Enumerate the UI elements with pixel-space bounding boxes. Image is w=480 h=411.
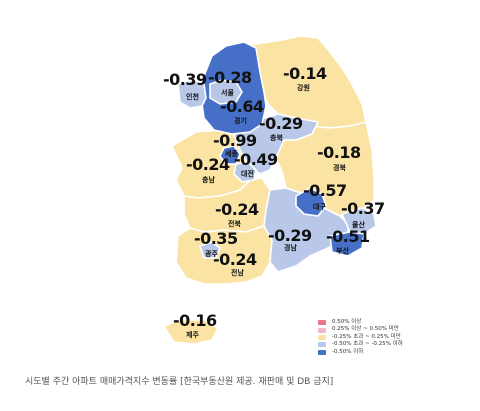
- name-busan: 부산: [336, 247, 349, 255]
- region-gwangju: [199, 241, 221, 259]
- value-sejong: -0.99: [213, 131, 257, 150]
- name-gwangju: 광주: [205, 250, 218, 258]
- name-chungnam: 충남: [202, 176, 215, 184]
- name-ulsan: 울산: [352, 221, 365, 229]
- value-gyeongbuk: -0.18: [317, 143, 361, 162]
- value-busan: -0.51: [326, 227, 370, 246]
- legend-item: -0.25% 초과 ~ 0.25% 미만: [318, 334, 458, 341]
- value-gyeongnam: -0.29: [268, 226, 312, 245]
- name-gangwon: 강원: [297, 84, 310, 92]
- region-busan: [329, 231, 365, 257]
- name-daegu: 대구: [313, 203, 326, 211]
- name-gyeonggi: 경기: [234, 117, 247, 125]
- region-daejeon: [233, 161, 257, 183]
- legend-swatch: [318, 342, 326, 348]
- korea-map-svg: [163, 35, 377, 345]
- legend-label: 0.25% 이상 ~ 0.50% 미만: [332, 326, 399, 333]
- legend-swatch: [318, 320, 326, 326]
- name-jeju: 제주: [186, 331, 199, 339]
- map-legend: 0.50% 이상 0.25% 이상 ~ 0.50% 미만 -0.25% 초과 ~…: [318, 319, 458, 356]
- legend-item: 0.25% 이상 ~ 0.50% 미만: [318, 326, 458, 333]
- region-daegu: [295, 187, 327, 217]
- region-jeju: [163, 319, 219, 345]
- region-seoul: [209, 79, 243, 105]
- value-chungbuk: -0.29: [259, 114, 303, 133]
- value-gangwon: -0.14: [283, 64, 327, 83]
- korea-choropleth-map: -0.39 인천 -0.28 서울 -0.64 경기 -0.14 강원 -0.2…: [163, 35, 458, 356]
- value-jeonnam: -0.24: [213, 250, 257, 269]
- value-incheon: -0.39: [163, 70, 207, 89]
- name-daejeon: 대전: [241, 170, 254, 178]
- legend-swatch: [318, 334, 326, 340]
- value-gyeonggi: -0.64: [220, 97, 264, 116]
- value-ulsan: -0.37: [341, 199, 385, 218]
- name-incheon: 인천: [186, 93, 199, 101]
- legend-label: 0.50% 이상: [332, 319, 362, 325]
- name-gyeongbuk: 경북: [333, 164, 346, 172]
- name-jeonbuk: 전북: [228, 220, 241, 228]
- value-gwangju: -0.35: [194, 229, 238, 248]
- value-daejeon: -0.49: [234, 150, 278, 169]
- legend-label: -0.50% 이하: [332, 348, 364, 355]
- legend-item: -0.50% 이하: [318, 349, 458, 356]
- name-sejong: 세종: [225, 150, 238, 158]
- legend-label: -0.25% 초과 ~ 0.25% 미만: [332, 333, 401, 340]
- name-jeonnam: 전남: [231, 269, 244, 277]
- value-jeonbuk: -0.24: [215, 200, 259, 219]
- name-seoul: 서울: [221, 89, 234, 97]
- name-gyeongnam: 경남: [284, 244, 297, 252]
- photo-caption: 시도별 주간 아파트 매매가격지수 변동률 [한국부동산원 제공. 재판매 및 …: [25, 377, 334, 387]
- region-incheon: [177, 79, 207, 109]
- legend-label: -0.50% 초과 ~ -0.25% 이하: [332, 341, 403, 348]
- legend-swatch: [318, 327, 326, 333]
- value-seoul: -0.28: [208, 68, 252, 87]
- legend-item: -0.50% 초과 ~ -0.25% 이하: [318, 341, 458, 348]
- legend-swatch: [318, 349, 326, 355]
- value-daegu: -0.57: [303, 181, 347, 200]
- legend-item: 0.50% 이상: [318, 319, 458, 326]
- value-jeju: -0.16: [173, 311, 217, 330]
- name-chungbuk: 충북: [270, 134, 283, 142]
- value-chungnam: -0.24: [186, 155, 230, 174]
